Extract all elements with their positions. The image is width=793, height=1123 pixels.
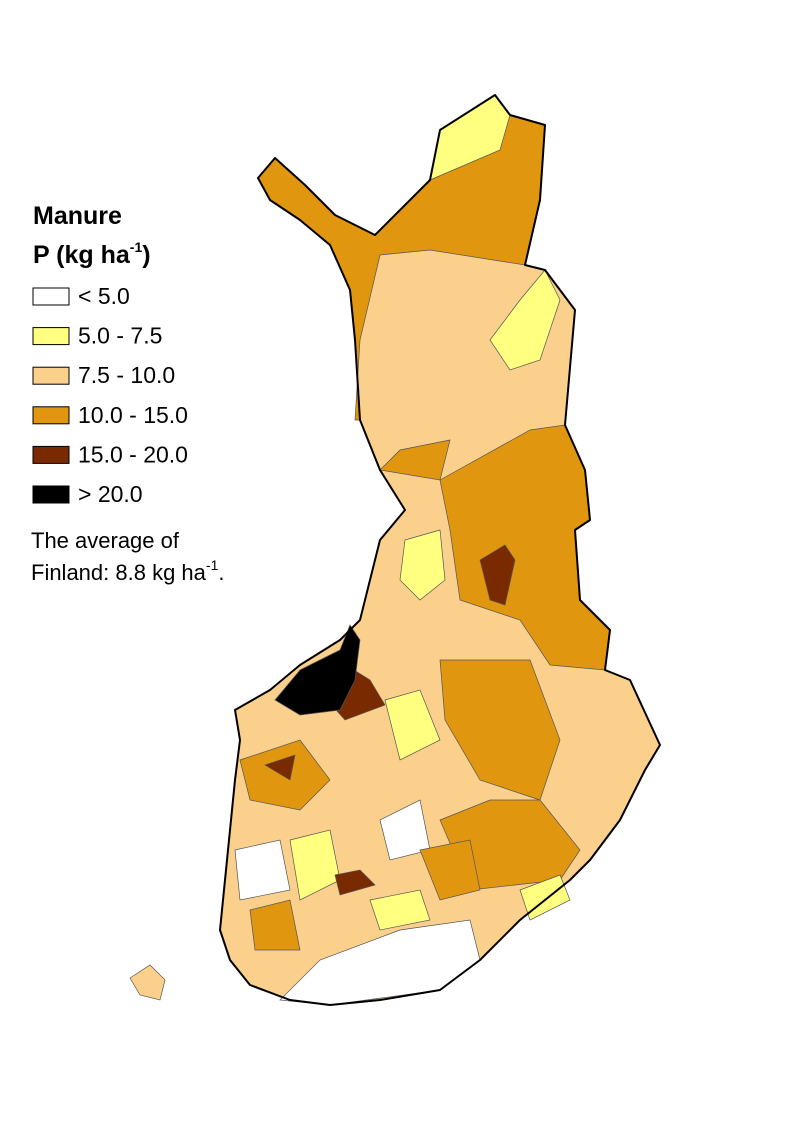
- legend-swatch: [32, 327, 70, 346]
- note: The average of: [31, 528, 180, 553]
- superscript: -1: [206, 557, 219, 573]
- region: [419, 839, 481, 901]
- superscript: -1: [130, 239, 143, 255]
- legend: < 5.0 5.0 - 7.5 7.5 - 10.0 10.0 - 15.0 15.0 …: [32, 283, 188, 507]
- legend-label: 10.0 - 15.0: [78, 402, 188, 428]
- region: [264, 754, 296, 781]
- legend-swatch: [32, 287, 70, 306]
- region: [334, 869, 376, 896]
- region: [399, 529, 446, 601]
- legend-title-text: ): [142, 241, 150, 269]
- region: [384, 689, 441, 761]
- note: Finland: 8.8 kg ha-1.: [31, 557, 224, 585]
- region: [234, 839, 291, 901]
- legend-title: Manure: [33, 202, 122, 230]
- legend-swatch: [32, 445, 70, 464]
- legend-swatch: [32, 366, 70, 385]
- legend-swatch: [32, 406, 70, 425]
- legend-title: P (kg ha-1): [33, 239, 151, 269]
- region: [379, 439, 451, 481]
- legend-label: 5.0 - 7.5: [78, 323, 162, 349]
- legend-label: 7.5 - 10.0: [78, 362, 175, 388]
- region: [369, 889, 431, 931]
- legend-label: > 20.0: [78, 481, 143, 507]
- legend-label: 15.0 - 20.0: [78, 441, 188, 467]
- legend-label: < 5.0: [78, 283, 130, 309]
- region: [129, 964, 166, 1001]
- legend-swatch: [32, 485, 70, 504]
- map: [129, 94, 661, 1006]
- region: [274, 624, 361, 716]
- region: [489, 269, 561, 371]
- region: [479, 544, 516, 606]
- note-text: .: [218, 560, 224, 585]
- coastline: [219, 94, 661, 1006]
- region: [249, 899, 301, 951]
- note-text: Finland: 8.8 kg ha: [31, 560, 207, 585]
- legend-title-text: P (kg ha: [33, 241, 131, 269]
